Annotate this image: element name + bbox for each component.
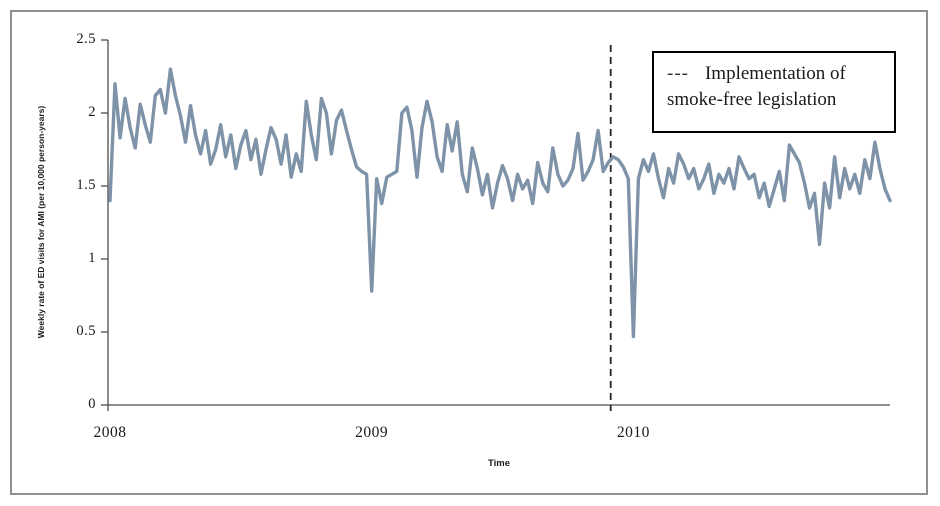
y-tick-label: 1 — [88, 250, 96, 266]
ami-weekly-rate-series-line — [108, 67, 892, 339]
x-tick-label-2010: 2010 — [616, 424, 650, 441]
y-tick-label: 0 — [88, 396, 96, 412]
legend-entry: --- Implementation of — [667, 61, 894, 87]
y-tick-label: 2.5 — [76, 31, 96, 47]
legend-label-line1: Implementation of — [704, 63, 846, 84]
y-tick-label: 2 — [88, 104, 96, 120]
x-axis-title: Time — [487, 458, 510, 469]
legend-label-line2: smoke-free legislation — [667, 89, 837, 110]
y-tick-label: 1.5 — [76, 177, 96, 193]
legend: --- Implementation of smoke-free legislat… — [652, 51, 896, 133]
x-tick-label-2008: 2008 — [93, 424, 127, 441]
y-axis-title: Weekly rate of ED visits for AMI (per 10… — [36, 105, 46, 339]
axes — [101, 39, 890, 411]
x-tick-label-2009: 2009 — [355, 424, 389, 441]
y-tick-label: 0.5 — [76, 323, 96, 339]
dashed-line-sample: --- — [667, 63, 689, 84]
